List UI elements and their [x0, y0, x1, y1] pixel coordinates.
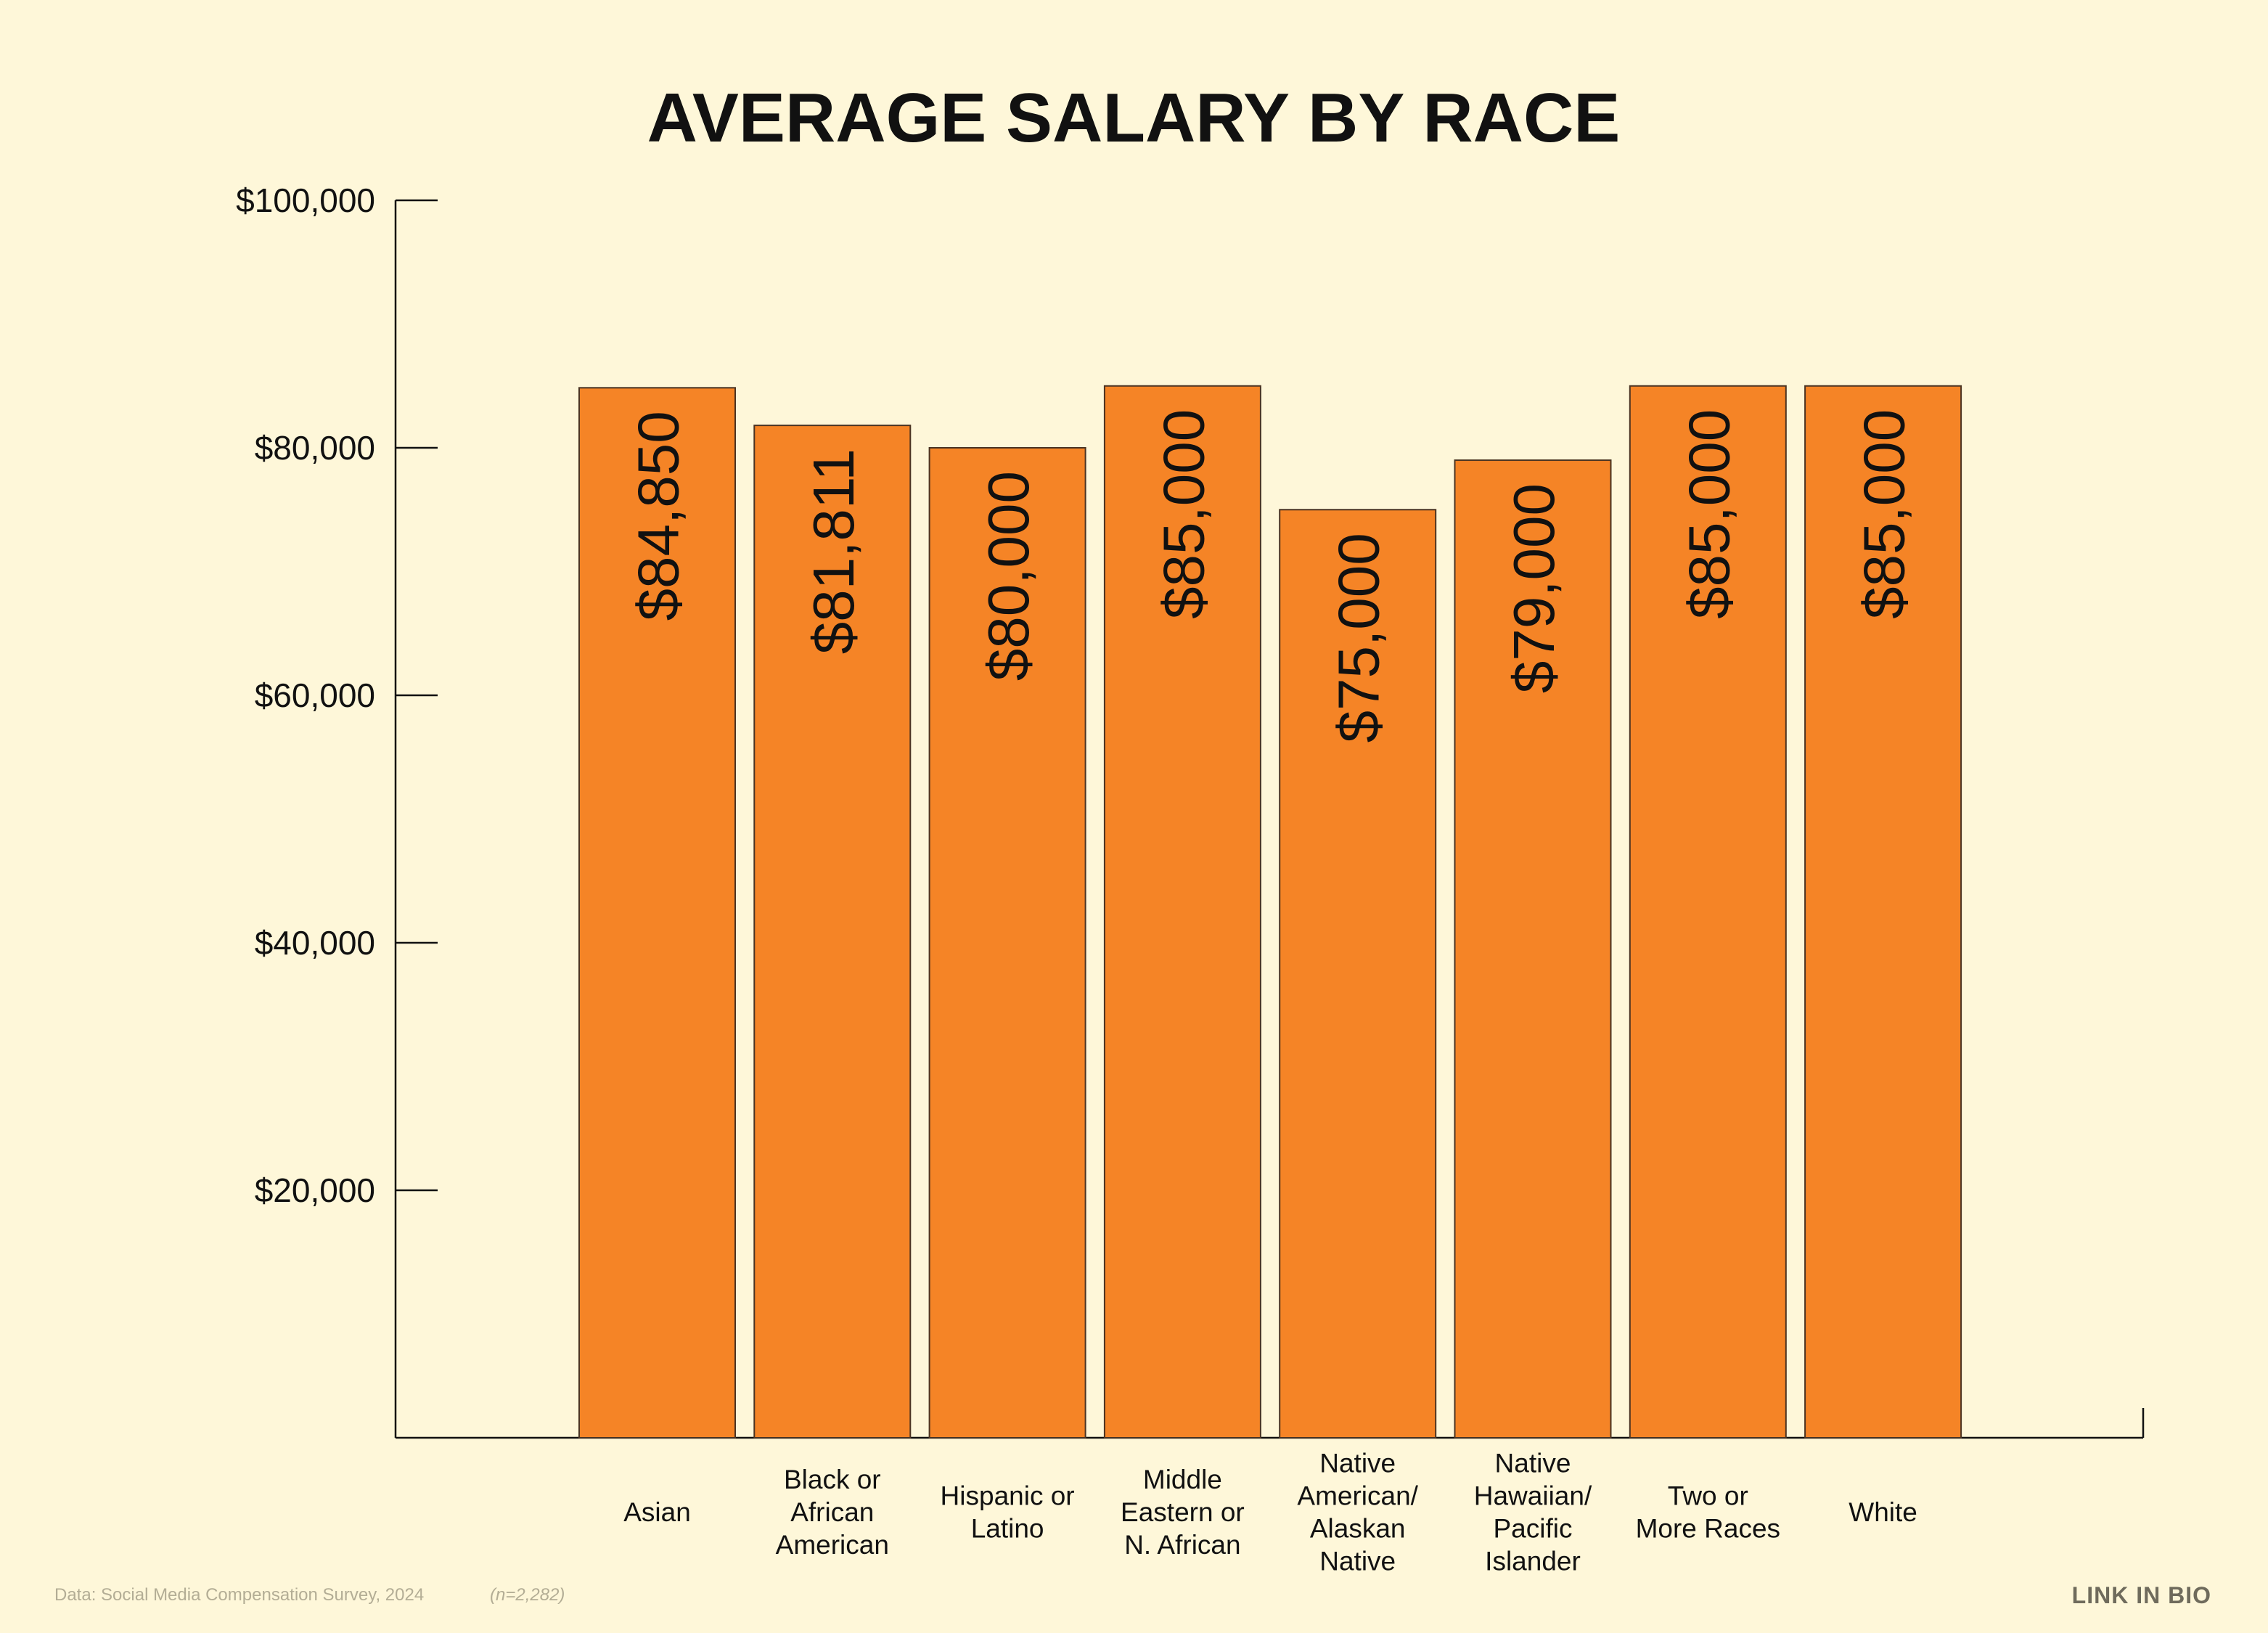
y-tick-label: $80,000	[255, 429, 375, 467]
bar-value-label: $80,000	[976, 471, 1041, 681]
y-tick-label: $60,000	[255, 676, 375, 714]
chart-title: AVERAGE SALARY BY RACE	[647, 79, 1621, 157]
bar-value-label: $84,850	[626, 411, 691, 621]
category-label: White	[1849, 1497, 1917, 1527]
bar	[928, 447, 1086, 1438]
data-source-note: Data: Social Media Compensation Survey, …	[54, 1585, 424, 1605]
link-in-bio-logo: LINK IN BIO	[2072, 1582, 2211, 1608]
y-tick-label: $20,000	[255, 1171, 375, 1209]
category-label: Asian	[623, 1497, 691, 1527]
bar-series: $84,850 $81,811 $80,000 $85,000 $75,000 $79,0…	[578, 385, 1962, 1438]
category-label: Hispanic or Latino	[941, 1481, 1075, 1544]
x-axis-category-labels: Asian Black or African American Hispanic or L…	[623, 1449, 1917, 1576]
bar	[1279, 509, 1437, 1438]
bar	[1454, 459, 1612, 1438]
bar	[1629, 385, 1787, 1438]
bar	[753, 425, 912, 1438]
y-tick-label: $40,000	[255, 924, 375, 962]
bar-value-label: $75,000	[1327, 533, 1391, 742]
category-label: Middle Eastern or N. African	[1121, 1465, 1245, 1560]
bar-value-label: $85,000	[1852, 409, 1917, 619]
category-label: Two or More Races	[1636, 1481, 1780, 1544]
category-label: Black or African American	[776, 1465, 889, 1560]
sample-size-note: (n=2,282)	[490, 1585, 565, 1605]
bar	[1103, 385, 1261, 1438]
bar-value-label: $79,000	[1502, 483, 1566, 693]
y-axis-ticks: $100,000 $80,000 $60,000 $40,000 $20,000	[236, 181, 438, 1209]
category-label: Native American/Alaskan Native	[1297, 1449, 1418, 1576]
bar-value-label: $85,000	[1677, 409, 1741, 619]
bar-value-label: $81,811	[801, 449, 866, 654]
category-label: Native Hawaiian/Pacific Islander	[1474, 1449, 1592, 1576]
bar	[578, 387, 736, 1438]
bar-value-label: $85,000	[1151, 409, 1216, 619]
bar	[1804, 385, 1962, 1438]
y-tick-label: $100,000	[236, 181, 375, 219]
